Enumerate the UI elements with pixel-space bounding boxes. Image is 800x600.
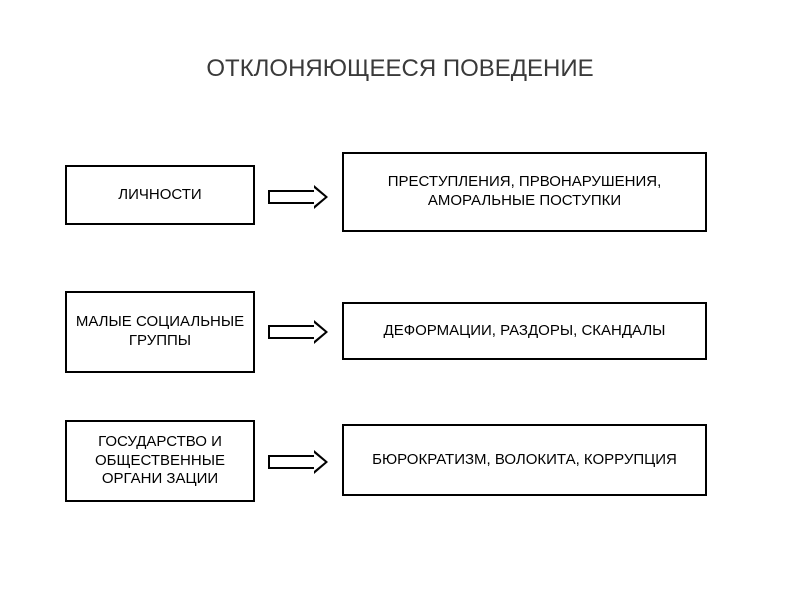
arrow-icon: [268, 185, 328, 209]
subject-box-1: МАЛЫЕ СОЦИАЛЬНЫЕ ГРУППЫ: [65, 291, 255, 373]
arrow-icon: [268, 320, 328, 344]
behavior-label: ДЕФОРМАЦИИ, РАЗДОРЫ, СКАНДАЛЫ: [384, 322, 666, 341]
page-title: ОТКЛОНЯЮЩЕЕСЯ ПОВЕДЕНИЕ: [0, 55, 800, 83]
behavior-label: ПРЕСТУПЛЕНИЯ, ПРВОНАРУШЕНИЯ, АМОРАЛЬНЫЕ …: [358, 173, 691, 211]
behavior-label: БЮРОКРАТИЗМ, ВОЛОКИТА, КОРРУПЦИЯ: [372, 451, 677, 470]
behavior-box-1: ДЕФОРМАЦИИ, РАЗДОРЫ, СКАНДАЛЫ: [342, 302, 707, 360]
subject-label: ГОСУДАРСТВО И ОБЩЕСТВЕННЫЕ ОРГАНИ ЗАЦИИ: [75, 433, 245, 489]
behavior-box-0: ПРЕСТУПЛЕНИЯ, ПРВОНАРУШЕНИЯ, АМОРАЛЬНЫЕ …: [342, 152, 707, 232]
behavior-box-2: БЮРОКРАТИЗМ, ВОЛОКИТА, КОРРУПЦИЯ: [342, 424, 707, 496]
subject-box-0: ЛИЧНОСТИ: [65, 165, 255, 225]
subject-label: ЛИЧНОСТИ: [118, 186, 201, 205]
subject-label: МАЛЫЕ СОЦИАЛЬНЫЕ ГРУППЫ: [75, 313, 245, 351]
arrow-icon: [268, 450, 328, 474]
subject-box-2: ГОСУДАРСТВО И ОБЩЕСТВЕННЫЕ ОРГАНИ ЗАЦИИ: [65, 420, 255, 502]
